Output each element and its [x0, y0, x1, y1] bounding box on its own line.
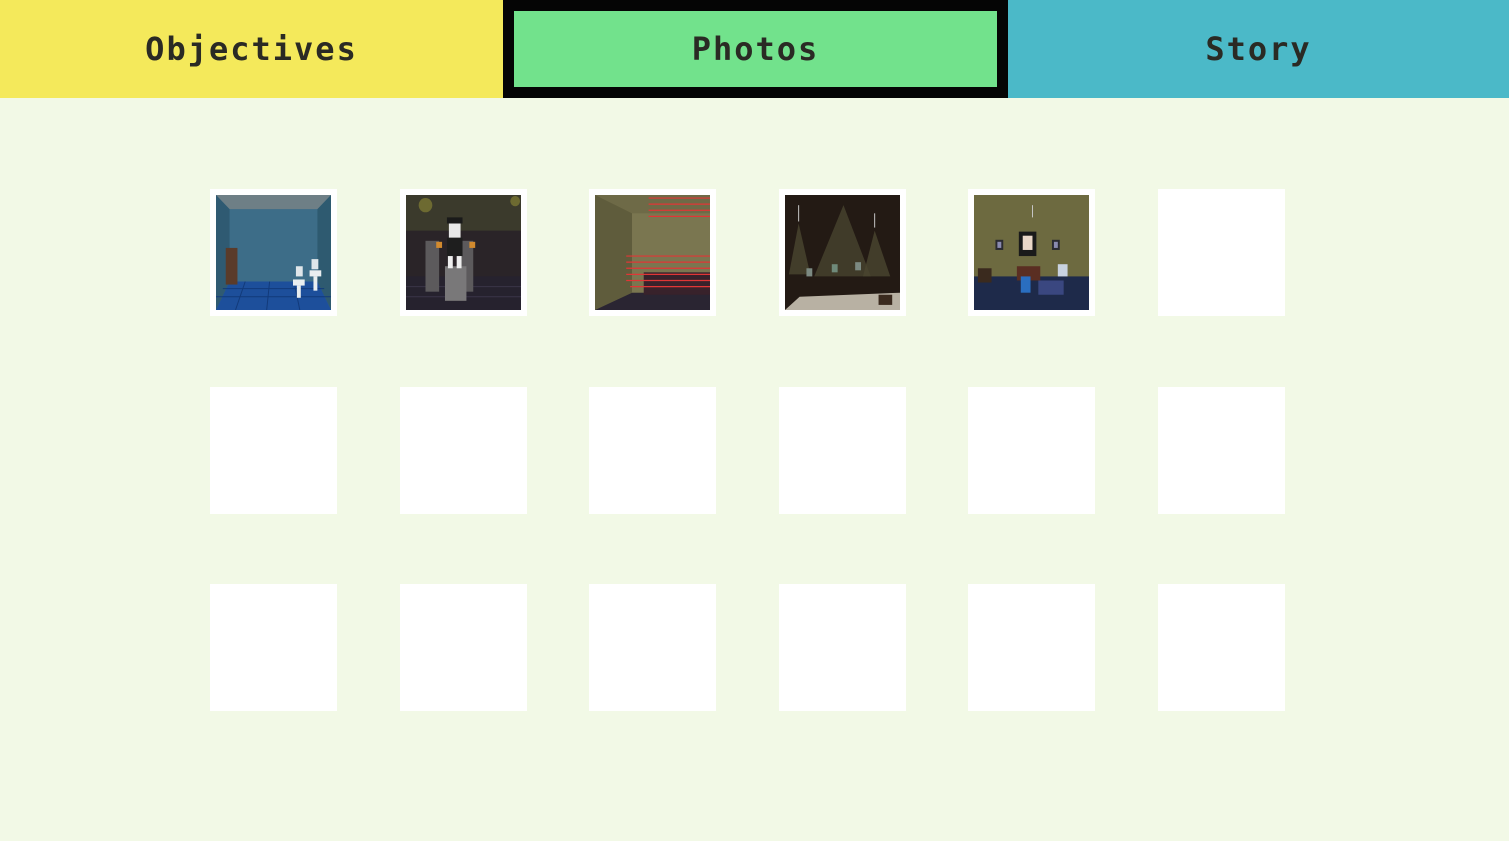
photo-slot-15[interactable] [589, 584, 717, 711]
stage-photo [405, 195, 521, 310]
photo-slot-10[interactable] [778, 386, 906, 514]
laser-hallway-photo [595, 195, 711, 310]
tab-photos[interactable]: Photos [503, 0, 1008, 98]
bathroom-photo [216, 195, 331, 310]
tab-bar: Objectives Photos Story [0, 0, 1509, 98]
photo-slot-7[interactable] [210, 386, 337, 514]
photo-slot-11[interactable] [968, 386, 1096, 514]
tab-story[interactable]: Story [1008, 0, 1509, 98]
photo-slot-2[interactable] [399, 189, 527, 316]
photo-slot-12[interactable] [1157, 386, 1285, 514]
photo-slot-13[interactable] [210, 584, 337, 711]
tab-photos-label: Photos [691, 30, 820, 68]
photo-slot-3[interactable] [589, 189, 717, 316]
photo-slot-6[interactable] [1157, 189, 1285, 316]
tab-objectives[interactable]: Objectives [0, 0, 503, 98]
photo-slot-18[interactable] [1157, 584, 1285, 711]
photo-slot-9[interactable] [589, 386, 717, 514]
photo-slot-4[interactable] [778, 189, 906, 316]
photo-grid [210, 189, 1285, 711]
tab-photos-highlight: Photos [514, 11, 997, 87]
photo-slot-1[interactable] [210, 189, 337, 316]
photo-slot-14[interactable] [399, 584, 527, 711]
bedroom-photo [974, 195, 1090, 310]
photo-slot-8[interactable] [399, 386, 527, 514]
tab-story-label: Story [1205, 30, 1312, 68]
photo-slot-17[interactable] [968, 584, 1096, 711]
gallery-photo [784, 195, 900, 310]
tab-objectives-label: Objectives [145, 30, 358, 68]
photo-slot-5[interactable] [968, 189, 1096, 316]
photo-slot-16[interactable] [778, 584, 906, 711]
